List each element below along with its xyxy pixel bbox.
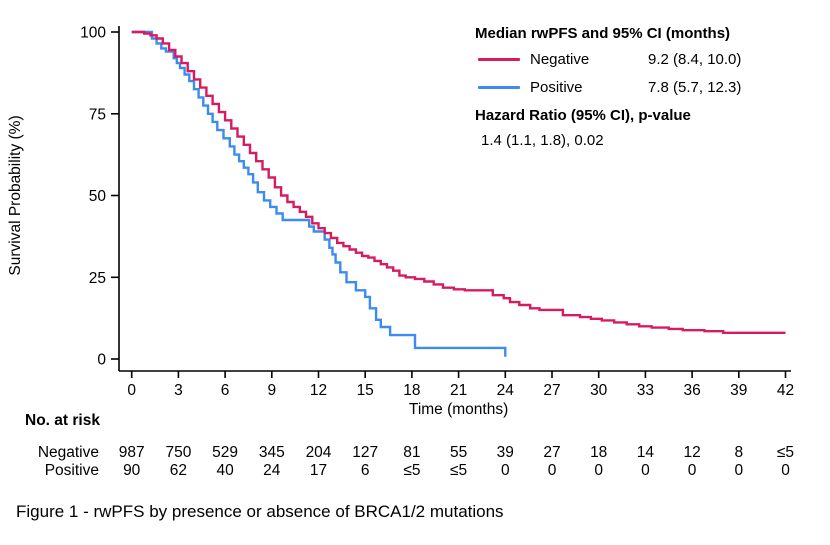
x-tick-label: 3	[174, 382, 183, 399]
y-tick-label: 75	[89, 106, 106, 123]
x-tick-label: 9	[267, 382, 276, 399]
risk-row-label: Negative	[37, 444, 99, 461]
risk-cell: 62	[169, 462, 188, 479]
y-tick-label: 50	[89, 188, 107, 205]
risk-cell: 18	[590, 444, 608, 461]
risk-cell: 8	[734, 444, 744, 461]
x-tick-label: 30	[590, 382, 608, 399]
risk-cell: 6	[360, 462, 370, 479]
survival-curve-negative	[131, 30, 786, 334]
risk-cell: 12	[683, 444, 701, 461]
x-tick-label: 39	[730, 382, 747, 399]
risk-cell: 204	[305, 444, 332, 461]
risk-cell: 27	[543, 444, 561, 461]
risk-cell: 0	[641, 462, 650, 479]
x-tick-label: 42	[777, 382, 794, 399]
risk-cell: 14	[636, 444, 655, 461]
legend-entry-value: 9.2 (8.4, 10.0)	[648, 50, 742, 68]
risk-row-label: Positive	[44, 462, 99, 479]
risk-cell: 0	[547, 462, 557, 479]
risk-row-positive: Positive 90 62 40 24 17 6 ≤5 ≤5 0 0 0 0 0 0 0	[0, 462, 830, 480]
legend-entry-positive: Positive 7.8 (5.7, 12.3)	[475, 73, 785, 101]
y-tick-label: 0	[97, 352, 106, 369]
risk-cell: 39	[496, 444, 514, 461]
positive-line-swatch	[478, 85, 520, 89]
risk-cell: 81	[403, 444, 421, 461]
risk-cell: 529	[212, 444, 239, 461]
risk-cell: 0	[687, 462, 697, 479]
survival-curve-positive	[131, 30, 507, 357]
risk-cell: ≤5	[450, 462, 468, 479]
x-tick-label: 24	[497, 382, 515, 399]
legend-entry-value: 7.8 (5.7, 12.3)	[648, 78, 742, 96]
risk-cell: 17	[309, 462, 328, 479]
risk-cell: 345	[258, 444, 285, 461]
risk-cell: 0	[500, 462, 510, 479]
legend: Median rwPFS and 95% CI (months) Negativ…	[475, 16, 785, 151]
figure-caption: Figure 1 - rwPFS by presence or absence …	[16, 502, 504, 521]
risk-cell: 24	[263, 462, 281, 479]
risk-cell: 127	[352, 444, 379, 461]
risk-cell: ≤5	[403, 462, 421, 479]
risk-cell: 750	[165, 444, 192, 461]
x-tick-label: 15	[357, 382, 374, 399]
x-tick-label: 21	[450, 382, 467, 399]
y-tick-label: 100	[80, 25, 106, 42]
x-tick-label: 12	[310, 382, 327, 399]
risk-cell: 40	[216, 462, 234, 479]
x-tick-label: 0	[127, 382, 136, 399]
hazard-ratio-title: Hazard Ratio (95% CI), p-value	[475, 106, 691, 124]
legend-title: Median rwPFS and 95% CI (months)	[475, 25, 731, 42]
risk-cell: 0	[781, 462, 790, 479]
x-tick-label: 33	[637, 382, 654, 399]
legend-entry-label: Negative	[530, 50, 590, 68]
hazard-ratio-value: 1.4 (1.1, 1.8), 0.02	[481, 131, 604, 149]
risk-cell: 55	[449, 444, 468, 461]
x-tick-label: 27	[543, 382, 560, 399]
risk-cell: 0	[594, 462, 603, 479]
risk-cell: 987	[118, 444, 145, 461]
x-tick-label: 36	[683, 382, 700, 399]
x-axis-title: Time (months)	[409, 401, 508, 418]
risk-row-negative: Negative 987 750 529 345 204 127 81 55 39 27 18 14 12…	[0, 444, 830, 462]
x-tick-label: 6	[221, 382, 230, 399]
y-tick-label: 25	[89, 270, 106, 287]
y-axis-title: Survival Probability (%)	[7, 115, 24, 275]
x-tick-label: 18	[403, 382, 420, 399]
legend-entry-label: Positive	[530, 78, 583, 96]
negative-line-swatch	[478, 57, 520, 61]
risk-cell: 0	[734, 462, 744, 479]
legend-entry-negative: Negative 9.2 (8.4, 10.0)	[475, 45, 785, 73]
risk-cell: ≤5	[776, 444, 795, 461]
risk-cell: 90	[123, 462, 141, 479]
